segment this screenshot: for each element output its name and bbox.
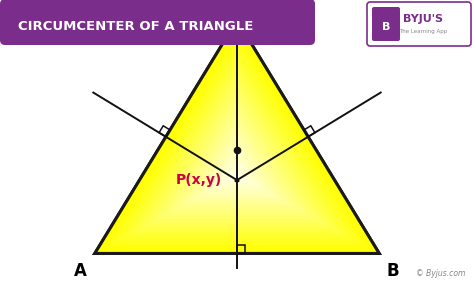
Polygon shape [134, 63, 340, 232]
FancyBboxPatch shape [372, 7, 400, 41]
Polygon shape [205, 141, 269, 193]
Polygon shape [174, 107, 300, 210]
Text: The Learning App: The Learning App [399, 29, 447, 33]
Text: CIRCUMCENTER OF A TRIANGLE: CIRCUMCENTER OF A TRIANGLE [18, 20, 254, 33]
Polygon shape [110, 37, 364, 245]
Polygon shape [166, 98, 308, 215]
FancyBboxPatch shape [367, 2, 471, 46]
Text: C: C [231, 0, 243, 15]
FancyBboxPatch shape [0, 0, 315, 45]
Polygon shape [198, 132, 276, 197]
Polygon shape [221, 158, 253, 184]
Text: BYJU'S: BYJU'S [403, 14, 443, 24]
Polygon shape [150, 81, 324, 223]
Polygon shape [182, 115, 292, 206]
Polygon shape [118, 46, 356, 240]
Polygon shape [190, 124, 284, 202]
Polygon shape [158, 89, 316, 219]
Polygon shape [95, 20, 379, 253]
Text: A: A [74, 262, 87, 281]
Polygon shape [213, 150, 261, 189]
Text: B: B [387, 262, 400, 281]
Text: P(x,y): P(x,y) [176, 173, 222, 187]
Text: B: B [382, 22, 390, 32]
Polygon shape [127, 55, 347, 236]
Polygon shape [103, 29, 371, 249]
Polygon shape [95, 20, 379, 253]
Polygon shape [229, 167, 245, 180]
Polygon shape [142, 72, 332, 228]
Text: © Byjus.com: © Byjus.com [416, 269, 465, 278]
